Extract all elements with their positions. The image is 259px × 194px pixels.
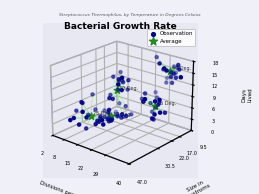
Legend: Observation, Average: Observation, Average: [147, 29, 195, 46]
Title: Bacterial Growth Rate: Bacterial Growth Rate: [64, 22, 177, 31]
Text: Streptococcus Thermophilus, by Temperature in Degrees Celsius: Streptococcus Thermophilus, by Temperatu…: [59, 14, 200, 17]
Y-axis label: Size in
Angstroms: Size in Angstroms: [181, 177, 212, 194]
X-axis label: Divisions per day: Divisions per day: [39, 180, 85, 194]
